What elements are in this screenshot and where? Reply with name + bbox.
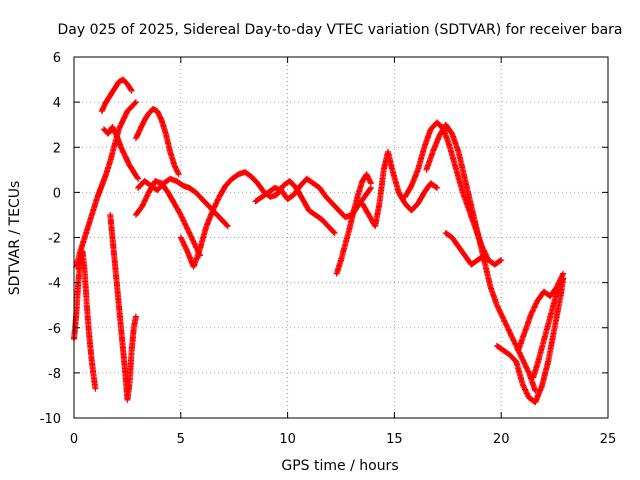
axis-ticks: 0 5 10 15 20 25 -10 -8 -6 -4 -2 0 2 4 6 [40, 51, 617, 447]
x-axis-label: GPS time / hours [281, 458, 398, 474]
series-sat-b [73, 99, 139, 270]
x-tick-label: 25 [600, 432, 617, 447]
y-tick-label: -8 [48, 367, 61, 382]
series-sat-j [252, 175, 374, 221]
series-sat-o [442, 230, 488, 268]
y-tick-label: -6 [48, 322, 61, 337]
y-tick-label: 4 [53, 96, 61, 111]
series-sat-h [135, 175, 231, 230]
y-tick-label: 6 [53, 51, 61, 66]
x-tick-label: 10 [279, 432, 296, 447]
series-sat-l [359, 148, 441, 230]
y-tick-label: -4 [48, 277, 61, 292]
series-sat-k [333, 171, 374, 277]
series-sat-r [530, 275, 567, 381]
x-tick-label: 20 [493, 432, 510, 447]
y-tick-label: -10 [40, 412, 61, 427]
y-axis-label: SDTVAR / TECUs [7, 181, 23, 296]
series-sat-g [132, 178, 203, 259]
x-tick-label: 5 [177, 432, 185, 447]
data-series [71, 76, 567, 406]
series-sat-n [423, 121, 539, 394]
chart-title: Day 025 of 2025, Sidereal Day-to-day VTE… [57, 22, 622, 38]
x-tick-label: 15 [386, 432, 403, 447]
series-sat-f [132, 105, 182, 178]
series-sat-p [493, 275, 567, 406]
y-tick-label: 2 [53, 141, 61, 156]
series-sat-a [71, 248, 99, 392]
x-tick-label: 0 [70, 432, 78, 447]
series-sat-c [98, 76, 135, 115]
y-tick-label: 0 [53, 186, 61, 201]
series-sat-e [107, 211, 139, 403]
series-sat-d [100, 123, 142, 182]
y-tick-label: -2 [48, 232, 61, 247]
